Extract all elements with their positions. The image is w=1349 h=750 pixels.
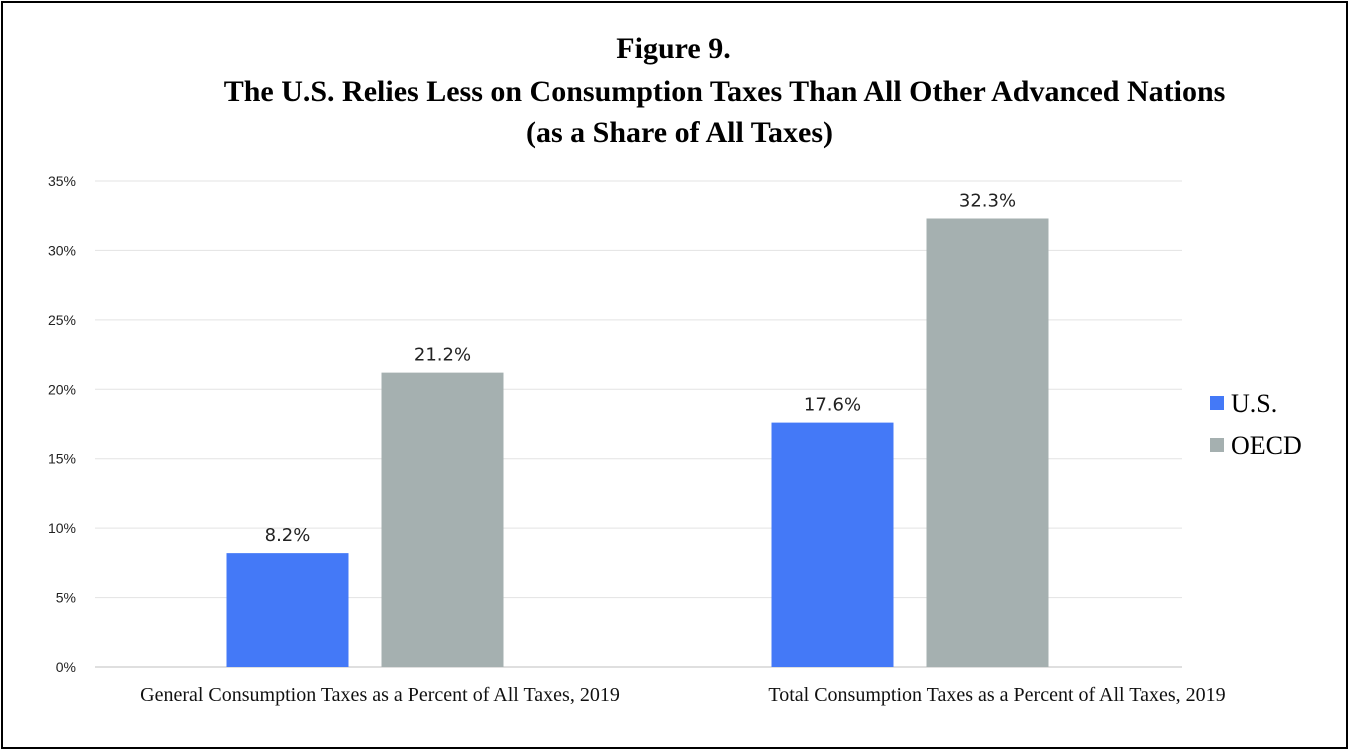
y-tick-label: 25% [48,312,76,328]
data-label: 17.6% [804,395,861,416]
y-axis-ticks: 0% 5% 10% 15% 20% 25% 30% 35% [48,173,76,675]
y-tick-label: 5% [56,590,76,606]
data-label: 8.2% [265,525,311,546]
bar-oecd-2 [926,218,1049,667]
data-label: 21.2% [414,345,471,366]
data-labels: 8.2% 21.2% 17.6% 32.3% [265,190,1016,546]
category-label: General Consumption Taxes as a Percent o… [140,684,620,706]
y-tick-label: 15% [48,451,76,467]
y-tick-label: 20% [48,381,76,397]
category-labels: General Consumption Taxes as a Percent o… [140,684,1225,706]
legend: U.S. OECD [1210,389,1302,460]
chart-subtitle-2: (as a Share of All Taxes) [526,116,833,149]
bar-us-2 [771,422,894,667]
bar-oecd-1 [381,372,504,667]
y-tick-label: 30% [48,242,76,258]
legend-label: U.S. [1231,389,1277,418]
data-label: 32.3% [959,190,1016,211]
y-tick-label: 0% [56,659,76,675]
legend-swatch [1210,396,1224,410]
y-tick-label: 10% [48,520,76,536]
y-tick-label: 35% [48,173,76,189]
chart-title: Figure 9. [616,32,731,65]
bars [226,218,1049,667]
bar-us-1 [226,553,349,667]
category-label: Total Consumption Taxes as a Percent of … [768,684,1225,706]
legend-label: OECD [1231,431,1302,460]
legend-swatch [1210,438,1224,452]
chart-subtitle: The U.S. Relies Less on Consumption Taxe… [223,75,1226,108]
